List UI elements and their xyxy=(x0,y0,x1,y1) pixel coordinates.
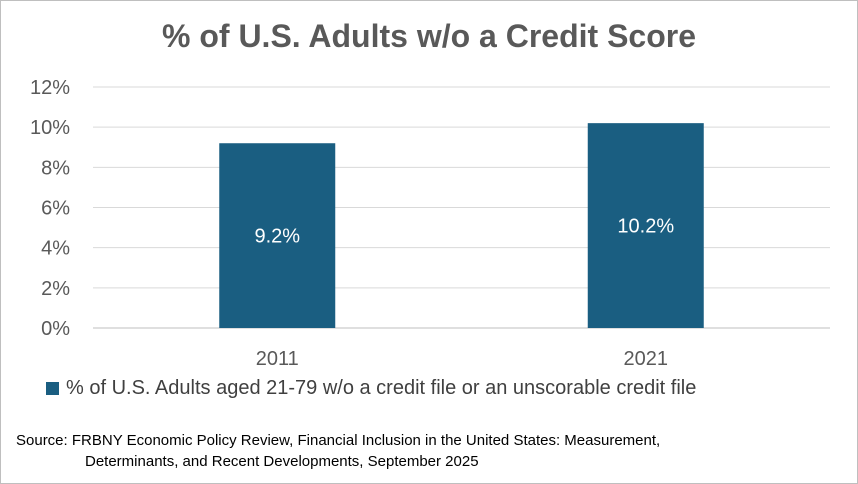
source-note: Source: FRBNY Economic Policy Review, Fi… xyxy=(16,430,660,472)
x-tick-label: 2021 xyxy=(624,348,669,370)
legend-swatch xyxy=(46,382,59,395)
y-tick-label: 10% xyxy=(30,117,70,139)
bar xyxy=(219,143,336,328)
y-tick-label: 4% xyxy=(41,238,70,260)
bar xyxy=(587,123,704,329)
y-tick-label: 0% xyxy=(41,318,70,340)
source-line-1: Source: FRBNY Economic Policy Review, Fi… xyxy=(16,432,661,449)
y-tick-label: 2% xyxy=(41,278,70,300)
data-label: 9.2% xyxy=(254,226,300,248)
y-tick-label: 8% xyxy=(41,157,70,179)
x-tick-label: 2011 xyxy=(256,348,299,370)
source-line-2: Determinants, and Recent Developments, S… xyxy=(85,453,479,470)
legend: % of U.S. Adults aged 21-79 w/o a credit… xyxy=(46,377,696,400)
y-tick-label: 6% xyxy=(41,198,70,220)
chart-title: % of U.S. Adults w/o a Credit Score xyxy=(162,18,696,54)
legend-label: % of U.S. Adults aged 21-79 w/o a credit… xyxy=(66,377,697,399)
data-label: 10.2% xyxy=(617,216,674,238)
y-tick-label: 12% xyxy=(30,77,70,99)
